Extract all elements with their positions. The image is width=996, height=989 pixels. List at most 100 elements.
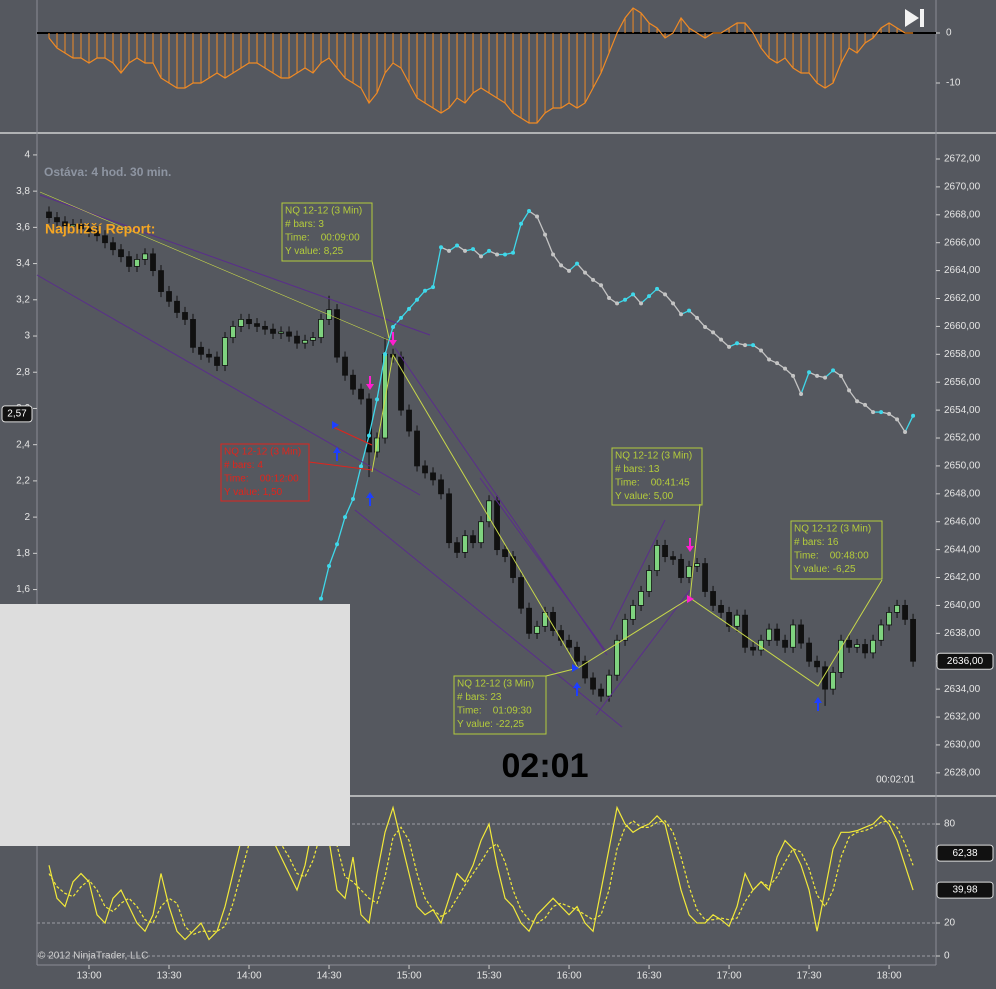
candle-body <box>782 639 788 648</box>
candle-body <box>886 612 892 626</box>
x-tick-label: 16:00 <box>557 971 582 982</box>
annotation-text: Time: 00:12:00 <box>224 474 299 485</box>
candle-body <box>862 644 868 654</box>
indicator-point <box>359 464 364 469</box>
annotation-text: Time: 00:41:45 <box>615 478 690 489</box>
indicator-point <box>863 402 868 407</box>
y-tick-label: 2660,00 <box>944 321 981 332</box>
indicator-segment <box>352 466 362 500</box>
sell-arrow <box>366 376 374 390</box>
indicator-point <box>407 306 412 311</box>
indicator-point <box>415 297 420 302</box>
end-icon[interactable] <box>920 9 924 27</box>
y-tick-label: 2672,00 <box>944 154 981 165</box>
indicator-segment <box>896 418 906 433</box>
indicator-point <box>519 221 524 226</box>
indicator-segment <box>800 372 810 395</box>
candle-body <box>734 614 740 627</box>
y2-tick-label: 1,6 <box>16 584 30 595</box>
indicator-segment <box>848 389 858 402</box>
y-tick-label: 2656,00 <box>944 377 981 388</box>
candle-body <box>910 618 916 662</box>
candle-body <box>478 521 484 544</box>
y-tick-label: 2654,00 <box>944 405 981 416</box>
indicator-point <box>759 348 764 353</box>
indicator-point <box>535 214 540 219</box>
indicator-point <box>599 283 604 288</box>
x-tick-label: 15:30 <box>477 971 502 982</box>
candle-body <box>838 639 844 673</box>
candle-body <box>118 249 124 258</box>
candle-body <box>134 259 140 267</box>
candle-body <box>622 618 628 641</box>
x-tick-label: 13:00 <box>76 971 101 982</box>
price-marker-box <box>936 881 994 899</box>
buy-arrow <box>333 447 341 461</box>
candle-body <box>894 605 900 613</box>
indicator-point <box>391 324 396 329</box>
y2-tick-label: 2,8 <box>16 367 30 378</box>
candle-body <box>646 570 652 592</box>
indicator-point <box>399 315 404 320</box>
indicator-segment <box>840 375 850 391</box>
indicator-point <box>479 254 484 259</box>
y-tick-label: 2642,00 <box>944 572 981 583</box>
y-tick-label: 2634,00 <box>944 684 981 695</box>
candle-body <box>598 688 604 697</box>
indicator-point <box>375 397 380 402</box>
indicator-point <box>439 245 444 250</box>
annotation-text: NQ 12-12 (3 Min) <box>615 451 692 462</box>
indicator-point <box>735 341 740 346</box>
annotation-text: Y value: 5,00 <box>615 491 674 502</box>
entry-marker <box>332 421 339 429</box>
candle-body <box>846 639 852 648</box>
indicator-point <box>343 515 348 520</box>
candle-body <box>510 556 516 578</box>
zigzag <box>39 191 394 343</box>
annotation-text: NQ 12-12 (3 Min) <box>457 679 534 690</box>
indicator-point <box>351 497 356 502</box>
indicator-point <box>815 373 820 378</box>
candle-body <box>806 642 812 662</box>
indicator-point <box>671 301 676 306</box>
play-icon[interactable] <box>905 9 919 27</box>
indicator-point <box>711 330 716 335</box>
indicator-segment <box>904 415 914 433</box>
candle-body <box>198 346 204 355</box>
candle-body <box>206 353 212 358</box>
indicator-point <box>695 315 700 320</box>
price-marker-label: 62,38 <box>952 848 977 859</box>
candle-body <box>718 605 724 613</box>
candle-body <box>710 591 716 606</box>
buy-arrow <box>573 682 581 696</box>
candle-body <box>438 479 444 495</box>
indicator-point <box>911 413 916 418</box>
annotation-text: # bars: 23 <box>457 692 502 703</box>
candle-body <box>110 242 116 251</box>
y-tick-label: 2662,00 <box>944 293 981 304</box>
indicator-point <box>335 542 340 547</box>
candle-body <box>414 430 420 467</box>
candle-body <box>286 331 292 337</box>
y-tick-label: 2658,00 <box>944 349 981 360</box>
skip-button[interactable] <box>905 9 924 27</box>
indicator-segment <box>408 299 418 310</box>
candle-body <box>310 337 316 341</box>
candle-body <box>630 605 636 620</box>
indicator-segment <box>336 516 346 545</box>
candle-body <box>790 624 796 648</box>
copyright: © 2012 NinjaTrader, LLC <box>38 951 148 962</box>
indicator-point <box>719 337 724 342</box>
y-tick-label: 2638,00 <box>944 628 981 639</box>
x-tick-label: 17:30 <box>797 971 822 982</box>
indicator-point <box>839 373 844 378</box>
y-tick-label: 0 <box>946 28 952 39</box>
candle-body <box>902 605 908 620</box>
indicator-point <box>487 248 492 253</box>
indicator-segment <box>760 350 770 360</box>
candle-body <box>342 356 348 376</box>
y-tick-label: 2650,00 <box>944 461 981 472</box>
y2-tick-label: 3,4 <box>16 258 30 269</box>
annotation-text: Y value: 1,50 <box>224 487 283 498</box>
annotation-text: NQ 12-12 (3 Min) <box>285 206 362 217</box>
